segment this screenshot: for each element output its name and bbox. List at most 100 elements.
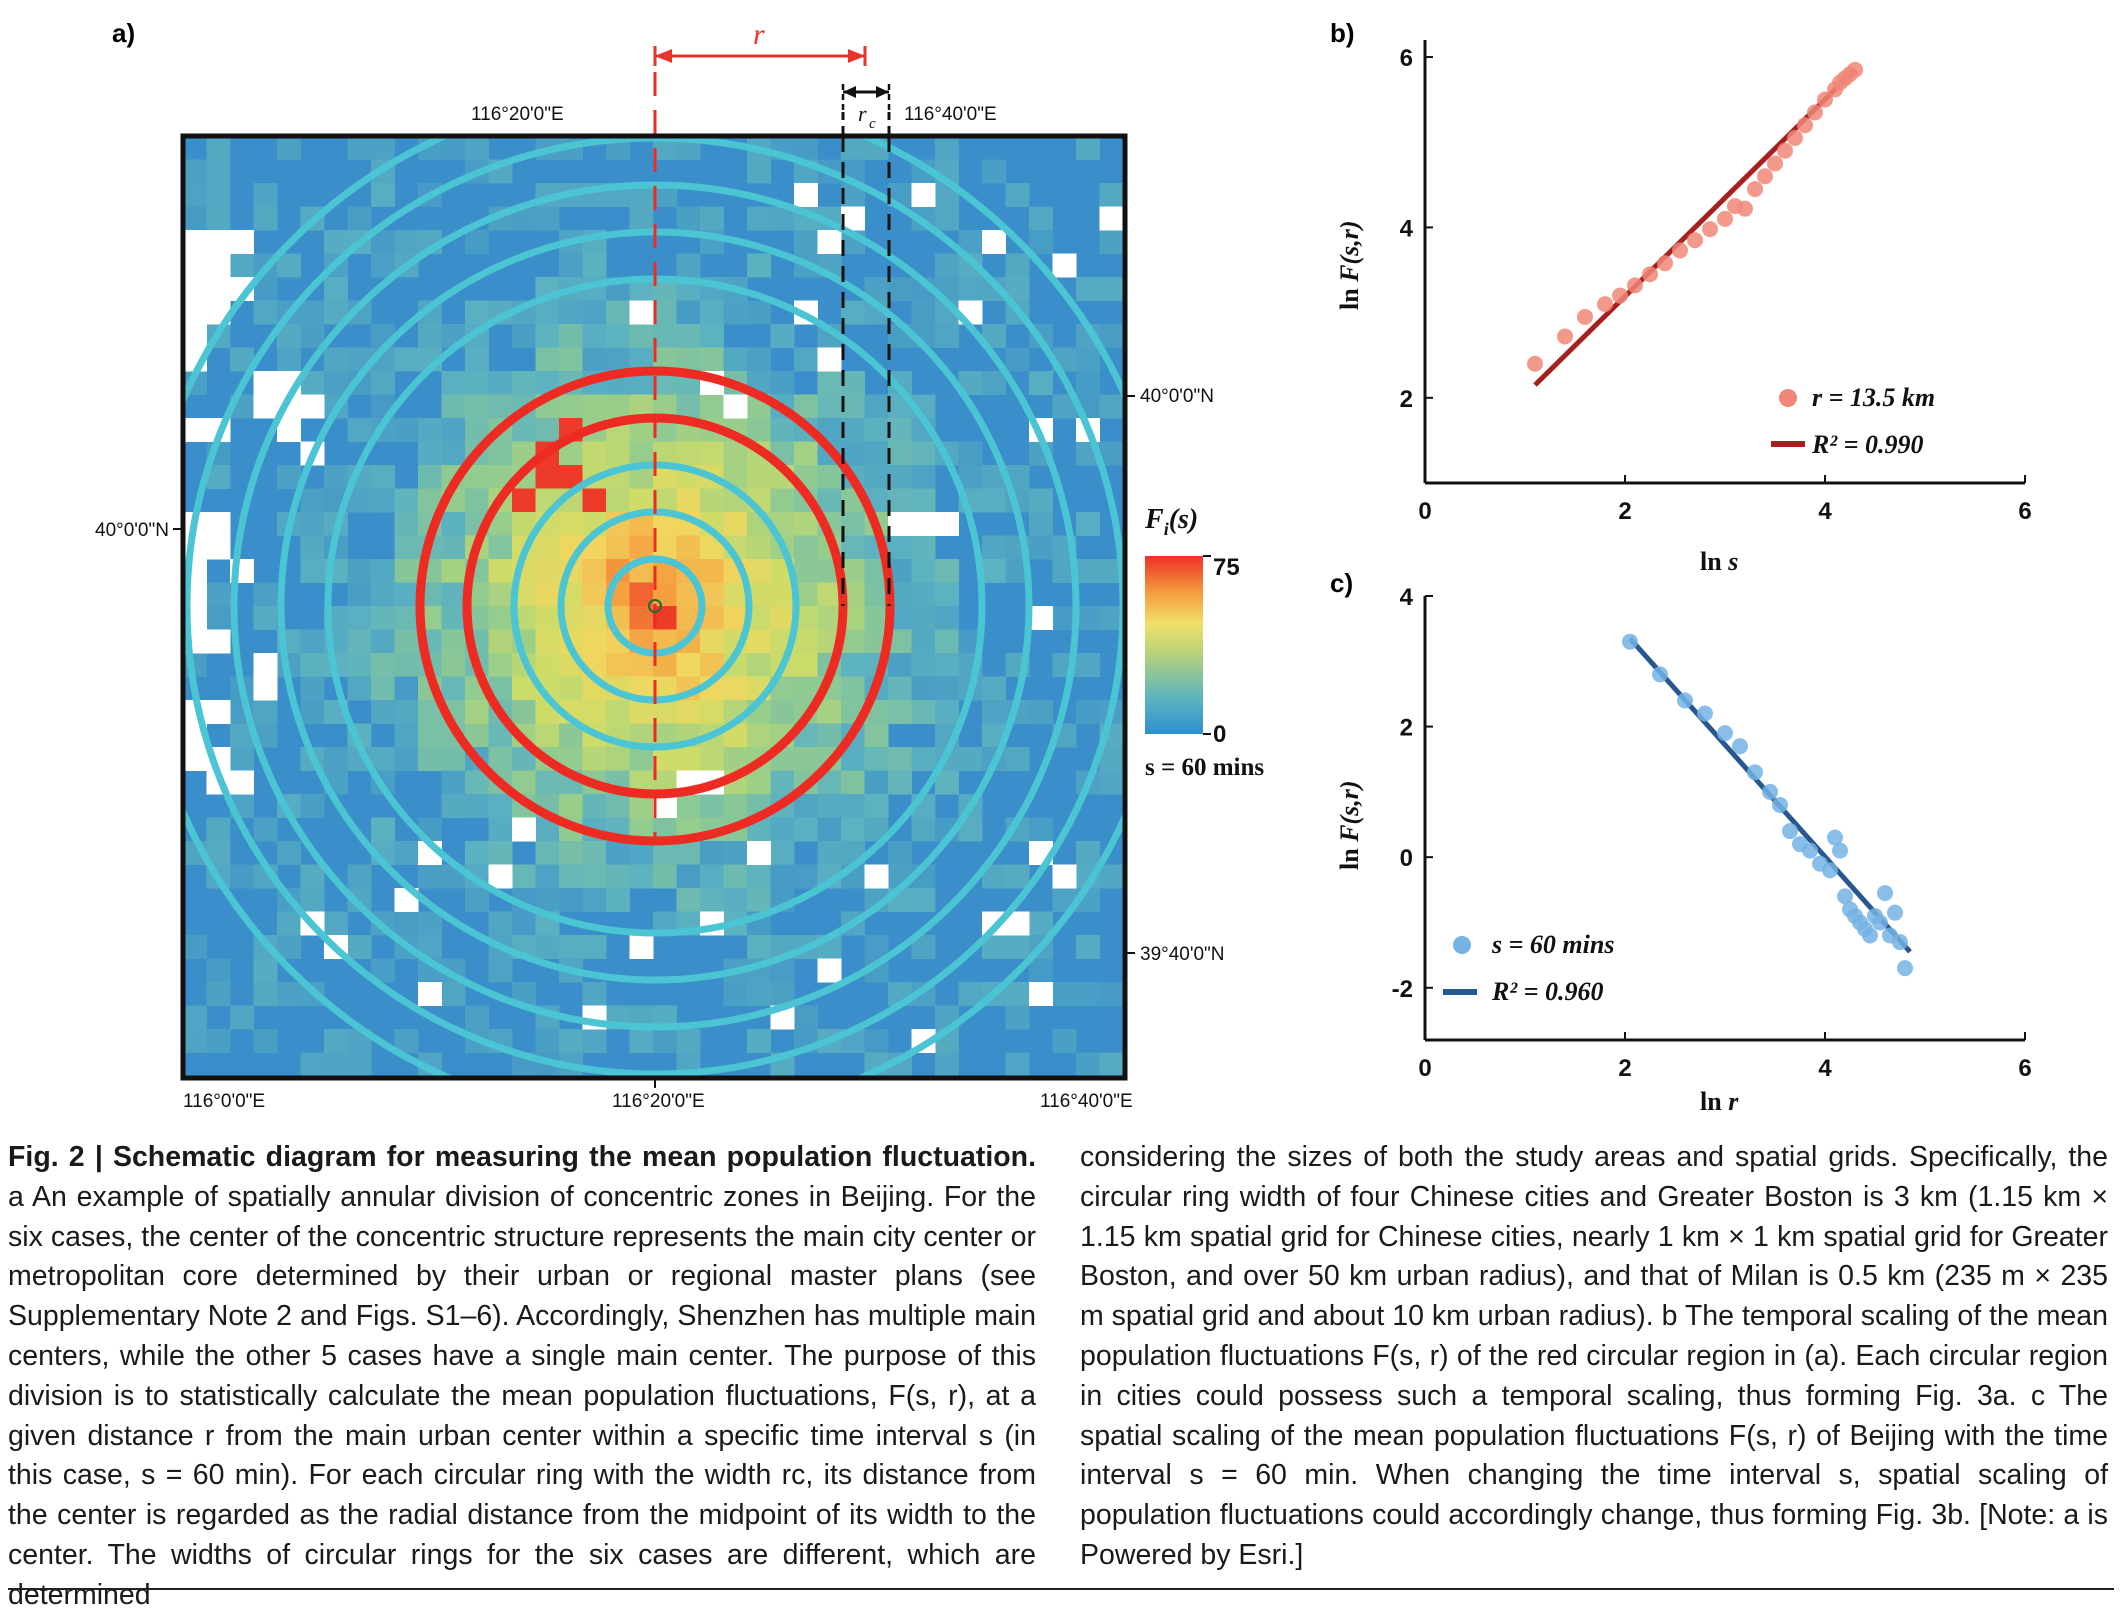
heatmap-cell xyxy=(935,206,959,231)
heatmap-cell xyxy=(559,394,583,419)
heatmap-cell xyxy=(841,136,865,160)
heatmap-cell xyxy=(559,794,583,818)
heatmap-cell xyxy=(723,347,748,372)
heatmap-cell xyxy=(253,206,278,231)
heatmap-cell xyxy=(1005,982,1030,1006)
heatmap-cell xyxy=(935,1052,959,1077)
heatmap-cell xyxy=(606,347,630,372)
heatmap-cell xyxy=(441,582,466,607)
heatmap-cell xyxy=(982,559,1006,583)
panel-c-data-point xyxy=(1822,862,1838,879)
no-data-cell xyxy=(747,841,771,865)
heatmap-cell xyxy=(371,136,395,160)
heatmap-cell xyxy=(324,347,348,372)
heatmap-cell xyxy=(535,723,560,748)
heatmap-cell xyxy=(653,535,677,560)
rc-subscript: c xyxy=(869,116,876,132)
heatmap-cell xyxy=(324,911,348,936)
heatmap-cell xyxy=(982,535,1006,560)
heatmap-cell xyxy=(747,559,771,583)
heatmap-cell xyxy=(629,488,654,513)
heatmap-cell xyxy=(347,136,372,160)
heatmap-cell xyxy=(253,300,278,325)
panel-b-data-point xyxy=(1847,61,1863,78)
heatmap-cell xyxy=(911,747,936,771)
no-data-cell xyxy=(418,982,442,1006)
heatmap-cell xyxy=(911,488,936,513)
heatmap-cell xyxy=(1052,1029,1077,1053)
heatmap-cell xyxy=(371,488,395,513)
heatmap-cell xyxy=(582,747,607,771)
heatmap-cell xyxy=(935,136,959,160)
heatmap-cell xyxy=(723,888,748,912)
no-data-cell xyxy=(183,253,207,278)
heatmap-cell xyxy=(888,488,912,513)
heatmap-cell xyxy=(1029,488,1053,513)
panel-b-xtick-label: 0 xyxy=(1418,498,1431,525)
heatmap-cell xyxy=(183,1005,207,1030)
heatmap-cell xyxy=(183,159,207,184)
heatmap-cell xyxy=(606,535,630,560)
panel-c-data-point xyxy=(1697,705,1713,722)
heatmap-cell xyxy=(676,253,701,278)
heatmap-cell xyxy=(629,535,654,560)
heatmap-cell xyxy=(888,441,912,466)
heatmap-cell xyxy=(394,230,419,254)
heatmap-cell xyxy=(324,1052,348,1077)
no-data-cell xyxy=(1029,606,1053,630)
heatmap-cell xyxy=(371,700,395,724)
heatmap-cell xyxy=(277,841,301,865)
heatmap-cell xyxy=(1099,982,1124,1006)
heatmap-cell xyxy=(253,183,278,207)
heatmap-cell xyxy=(606,300,630,325)
heatmap-cell xyxy=(700,300,724,325)
heatmap-cell xyxy=(347,1052,372,1077)
heatmap-cell xyxy=(441,394,466,419)
panel-c-legend: s = 60 mins R² = 0.960 xyxy=(1443,930,1614,1006)
heatmap-cell xyxy=(394,347,419,372)
no-data-cell xyxy=(183,277,207,301)
panel-b-label: b) xyxy=(1330,18,1355,48)
panel-c-data-point xyxy=(1772,796,1788,813)
heatmap-cell xyxy=(606,864,630,889)
no-data-cell xyxy=(206,700,231,724)
heatmap-cell xyxy=(888,747,912,771)
no-data-cell xyxy=(982,230,1006,254)
heatmap-cell xyxy=(911,676,936,701)
heatmap-cell xyxy=(253,582,278,607)
heatmap-cell xyxy=(512,324,536,348)
heatmap-cell xyxy=(653,653,677,677)
heatmap-cell xyxy=(958,441,983,466)
panel-b-data-point xyxy=(1817,91,1833,108)
no-data-cell xyxy=(1052,864,1077,889)
heatmap-cell xyxy=(817,488,842,513)
heatmap-cell xyxy=(394,606,419,630)
heatmap-cell xyxy=(465,394,489,419)
heatmap-cell xyxy=(465,794,489,818)
r-distance-arrow xyxy=(653,46,867,66)
heatmap-cell xyxy=(1076,700,1100,724)
heatmap-cell xyxy=(1029,700,1053,724)
heatmap-cell xyxy=(1052,982,1077,1006)
heatmap-cell xyxy=(324,371,348,395)
heatmap-cell xyxy=(958,747,983,771)
heatmap-cell xyxy=(582,1029,607,1053)
heatmap-cell xyxy=(653,606,677,630)
heatmap-cell xyxy=(770,864,795,889)
heatmap-cell xyxy=(535,1029,560,1053)
panel-c-data-point xyxy=(1677,692,1693,709)
heatmap-cell xyxy=(911,441,936,466)
heatmap-cell xyxy=(582,394,607,419)
heatmap-cell xyxy=(676,794,701,818)
heatmap-cell xyxy=(253,606,278,630)
heatmap-cell xyxy=(770,817,795,842)
colorbar-gradient xyxy=(1145,556,1203,734)
heatmap-cell xyxy=(347,582,372,607)
heatmap-cell xyxy=(629,441,654,466)
no-data-cell xyxy=(206,253,231,278)
no-data-cell xyxy=(935,512,959,536)
heatmap-cell xyxy=(1076,653,1100,677)
heatmap-cell xyxy=(700,629,724,654)
colorbar-min-label: 0 xyxy=(1213,721,1226,748)
heatmap-cell xyxy=(864,418,889,442)
